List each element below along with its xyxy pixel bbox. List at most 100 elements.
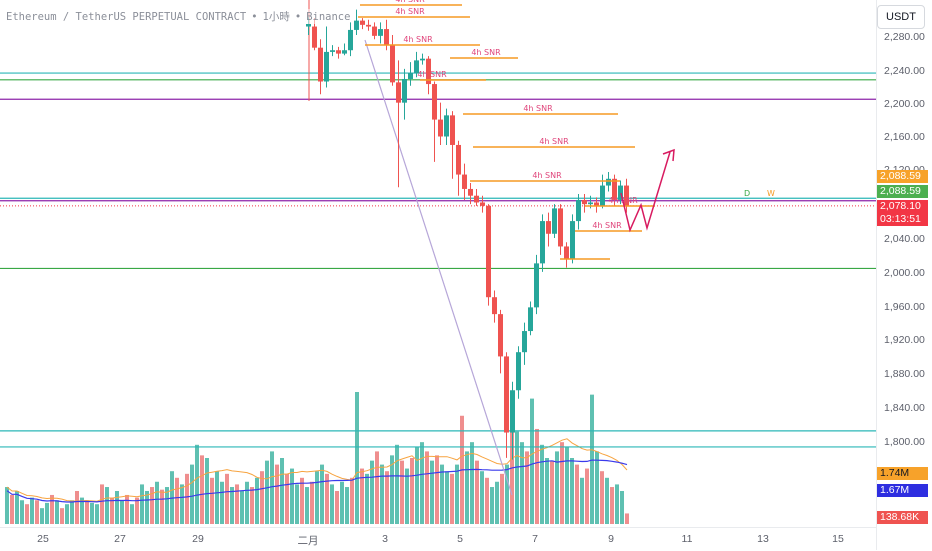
candle-body [468, 188, 473, 196]
volume-bar [210, 477, 214, 524]
volume-bar [235, 484, 239, 524]
volume-bar [20, 500, 24, 524]
candle-body [360, 20, 365, 25]
volume-bar [565, 447, 569, 524]
volume-bar [510, 407, 514, 524]
volume-bar [475, 460, 479, 524]
volume-bar [370, 460, 374, 524]
candle-body [612, 178, 617, 200]
candle-body [510, 390, 515, 433]
volume-bar [110, 497, 114, 524]
price-tick: 2,000.00 [884, 267, 925, 279]
candle-body [432, 84, 437, 120]
time-axis[interactable]: 25 27 29 二月 3 5 7 9 11 13 15 [0, 527, 876, 551]
volume-bar [25, 504, 29, 524]
chart-canvas[interactable]: 4h SNR 4h SNR 4h SNR 4h SNR 4h SNR 4h SNR 4h S… [0, 0, 876, 527]
volume-bar [205, 458, 209, 524]
volume-bar [365, 473, 369, 524]
volume-bar [410, 458, 414, 524]
candle-body [480, 202, 485, 206]
chart-area[interactable]: 4h SNR 4h SNR 4h SNR 4h SNR 4h SNR 4h SNR 4h S… [0, 0, 876, 527]
candle-body [372, 26, 377, 36]
candle-body [594, 202, 599, 206]
volume-bar [280, 458, 284, 524]
volume-bar [55, 500, 59, 524]
volume-bar [455, 464, 459, 524]
candle-body [588, 202, 593, 205]
volume-bar [380, 464, 384, 524]
snr-label: 4h SNR [403, 35, 433, 44]
price-scale[interactable] [876, 0, 932, 550]
volume-bar [180, 484, 184, 524]
volume-bar [310, 481, 314, 524]
volume-bar [250, 487, 254, 524]
time-tick: 29 [192, 533, 204, 545]
volume-bar [300, 477, 304, 524]
volume-bar [100, 484, 104, 524]
candle-body [474, 195, 479, 203]
volume-bar [230, 487, 234, 524]
volume-bar [415, 447, 419, 524]
candle-body [576, 199, 581, 222]
volume-bar [15, 491, 19, 524]
volume-bar [40, 508, 44, 524]
volume-bar [435, 455, 439, 524]
candle-body [546, 221, 551, 234]
candle-body [462, 174, 467, 189]
volume-bar [340, 481, 344, 524]
separator-dot: • [251, 11, 258, 23]
snr-label: 4h SNR [523, 104, 553, 113]
snr-label: 4h SNR [539, 137, 569, 146]
projection-arrow [620, 151, 671, 233]
volume-bar [615, 484, 619, 524]
snr-label: 4h SNR [532, 171, 562, 180]
time-tick: 二月 [297, 535, 319, 547]
candle-body [384, 29, 389, 46]
symbol-header[interactable]: Ethereum / TetherUS PERPETUAL CONTRACT • 1… [6, 9, 351, 24]
candle-body [552, 208, 557, 234]
volume-ma-orange [6, 438, 628, 502]
candle-body [402, 78, 407, 103]
volume-bar [305, 487, 309, 524]
volume-bar [445, 471, 449, 524]
volume-bar [325, 473, 329, 524]
volume-bar [595, 451, 599, 524]
volume-bar [140, 484, 144, 524]
volume-bar [255, 477, 259, 524]
candle-body [558, 208, 563, 247]
snr-label: 4h SNR [417, 70, 447, 79]
volume-bar [65, 504, 69, 524]
candle-body [414, 60, 419, 74]
volume-bar [405, 468, 409, 524]
volume-bar [30, 497, 34, 524]
volume-ma1-badge: 1.74M [877, 467, 928, 480]
currency-button[interactable]: USDT [877, 5, 925, 29]
volume-bar [265, 460, 269, 524]
candle-body [564, 246, 569, 260]
volume-bar [150, 487, 154, 524]
volume-bar [590, 394, 594, 524]
symbol-name: Ethereum / TetherUS PERPETUAL CONTRACT [6, 11, 247, 23]
volume-bar [560, 442, 564, 524]
candle-body [570, 221, 575, 260]
volume-bar [5, 487, 9, 524]
time-tick: 13 [757, 533, 769, 545]
volume-bar [605, 477, 609, 524]
volume-bar [420, 442, 424, 524]
volume-bar [520, 442, 524, 524]
volume-bar [215, 471, 219, 524]
volume-bar [555, 451, 559, 524]
volume-bar [515, 431, 519, 524]
volume-bar [70, 500, 74, 524]
volume-bar [270, 451, 274, 524]
candle-body [324, 51, 329, 82]
trend-line [364, 39, 513, 496]
candle-body [348, 29, 353, 51]
candle-body [438, 119, 443, 137]
volume-bar [120, 500, 124, 524]
candle-body [528, 307, 533, 332]
candle-body [390, 45, 395, 83]
time-tick: 3 [382, 533, 388, 545]
candle-body [606, 178, 611, 186]
projection-arrowhead [662, 148, 675, 162]
